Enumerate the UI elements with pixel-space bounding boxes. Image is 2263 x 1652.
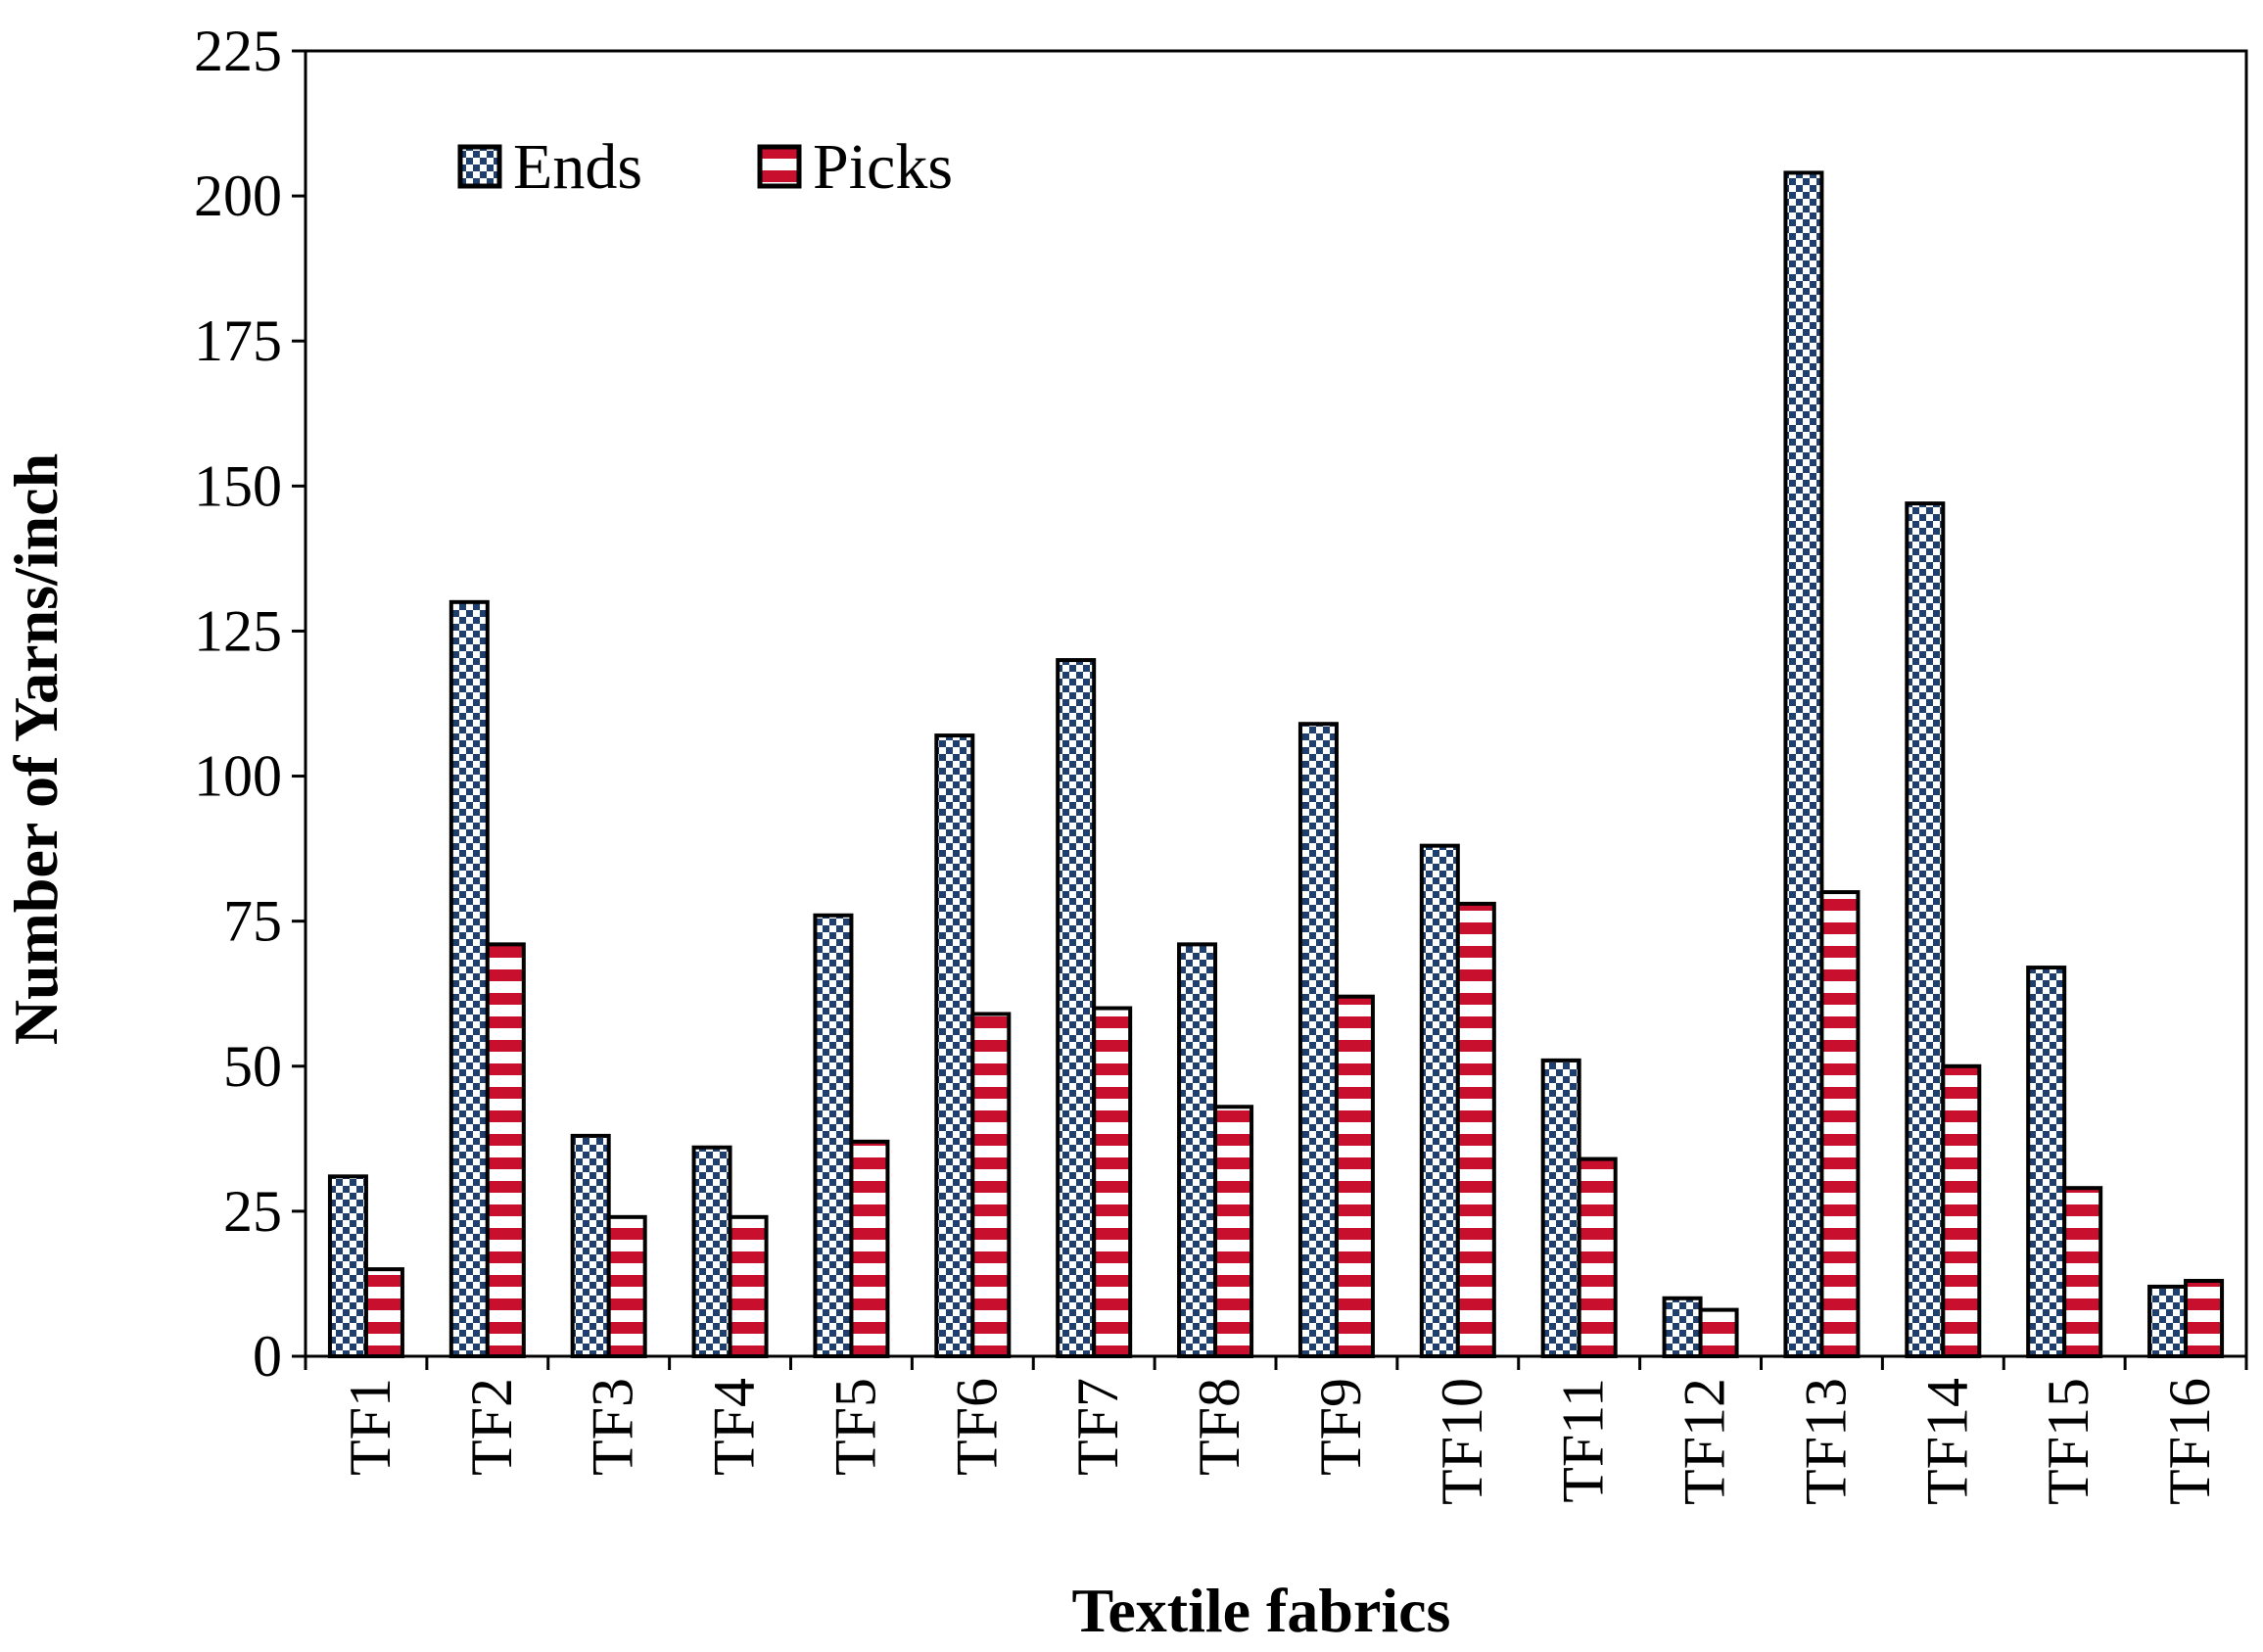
bar-picks xyxy=(1213,1105,1254,1359)
x-tick-label: TF15 xyxy=(2036,1378,2100,1505)
x-tick-label: TF6 xyxy=(944,1378,1009,1476)
bar-ends xyxy=(1419,843,1460,1358)
bar-ends xyxy=(570,1133,611,1358)
y-tick-label: 0 xyxy=(253,1324,282,1389)
y-tick-label: 175 xyxy=(194,308,282,373)
bar-picks xyxy=(1941,1063,1982,1359)
bar-picks xyxy=(1819,890,1861,1358)
x-tick-label: TF7 xyxy=(1065,1378,1130,1476)
bar-picks xyxy=(1092,1006,1133,1358)
x-tick-label: TF10 xyxy=(1430,1378,1494,1505)
y-tick-label: 100 xyxy=(194,744,282,809)
legend-label-ends: Ends xyxy=(513,131,642,203)
bar-ends xyxy=(2026,966,2067,1358)
y-tick-label: 200 xyxy=(194,164,282,228)
bar-picks xyxy=(970,1012,1012,1358)
bar-picks xyxy=(1334,994,1375,1358)
x-tick-label: TF9 xyxy=(1308,1378,1373,1476)
bar-picks xyxy=(1577,1156,1618,1358)
x-tick-label: TF13 xyxy=(1793,1378,1858,1505)
bar-picks xyxy=(728,1214,769,1359)
x-tick-label: TF16 xyxy=(2157,1378,2222,1505)
y-tick-label: 150 xyxy=(194,453,282,518)
bar-ends xyxy=(934,733,975,1358)
bar-picks xyxy=(2062,1186,2103,1359)
legend-swatch-picks xyxy=(757,144,802,189)
bar-picks xyxy=(1455,901,1496,1358)
y-tick-label: 75 xyxy=(223,889,282,954)
bar-ends xyxy=(1540,1058,1581,1359)
y-axis-title: Number of Yarns/inch xyxy=(1,453,71,1046)
bar-picks xyxy=(2184,1278,2225,1358)
legend: Ends Picks xyxy=(457,131,953,203)
bar-picks xyxy=(606,1214,647,1359)
x-tick-label: TF4 xyxy=(702,1378,767,1476)
bar-ends xyxy=(1662,1296,1703,1359)
y-axis: 0 25 50 75 100 125 150 175 200 225 xyxy=(194,19,306,1389)
x-tick-label: TF5 xyxy=(823,1378,887,1476)
x-tick-label: TF2 xyxy=(459,1378,524,1476)
bar-ends xyxy=(1905,501,1946,1358)
y-tick-label: 25 xyxy=(223,1179,282,1244)
bar-picks xyxy=(1698,1307,1739,1359)
bar-ends xyxy=(1783,170,1824,1358)
bar-ends xyxy=(691,1145,732,1358)
y-tick-label: 50 xyxy=(223,1034,282,1099)
bar-ends xyxy=(813,913,854,1359)
bar-ends xyxy=(327,1174,368,1358)
x-tick-label: TF8 xyxy=(1187,1378,1251,1476)
legend-swatch-ends xyxy=(457,144,502,189)
bar-picks xyxy=(849,1139,890,1358)
x-axis-title: Textile fabrics xyxy=(1072,1576,1451,1645)
x-tick-label: TF14 xyxy=(1914,1378,1979,1505)
x-axis: TF1 TF2 TF3 TF4 TF5 TF6 TF7 TF8 TF9 TF10 TF11 TF12 T… xyxy=(304,1356,2248,1505)
x-tick-label: TF3 xyxy=(581,1378,645,1476)
x-tick-label: TF11 xyxy=(1551,1378,1616,1503)
x-tick-label: TF1 xyxy=(338,1378,402,1476)
y-tick-label: 225 xyxy=(194,19,282,83)
bar-picks xyxy=(363,1267,404,1358)
bar-picks xyxy=(485,942,526,1358)
legend-label-picks: Picks xyxy=(813,131,953,203)
bar-ends xyxy=(448,599,490,1358)
bar-ends xyxy=(1177,942,1218,1358)
x-tick-label: TF12 xyxy=(1673,1378,1737,1505)
bars-group xyxy=(327,170,2225,1359)
bar-ends xyxy=(1297,722,1339,1358)
y-tick-label: 125 xyxy=(194,598,282,663)
bar-ends xyxy=(1056,658,1097,1358)
bar-ends xyxy=(2147,1284,2189,1358)
